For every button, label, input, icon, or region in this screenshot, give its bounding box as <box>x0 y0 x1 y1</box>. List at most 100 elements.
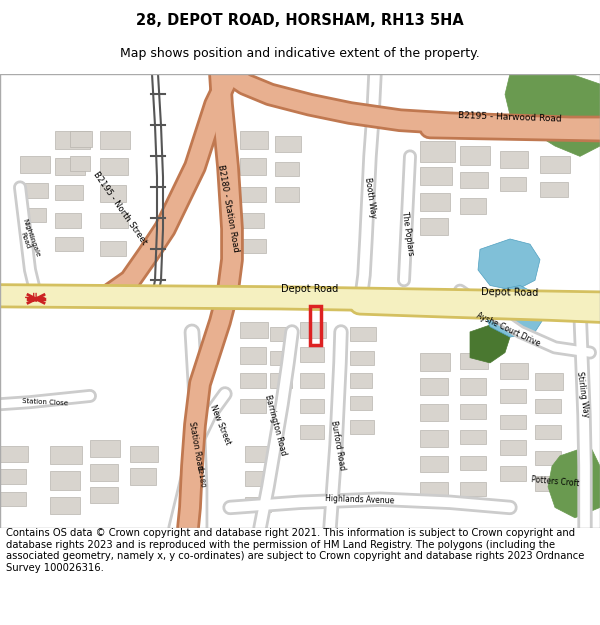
Polygon shape <box>90 464 118 481</box>
Polygon shape <box>70 131 92 147</box>
Polygon shape <box>500 441 526 455</box>
Text: Station Close: Station Close <box>22 398 68 406</box>
Polygon shape <box>460 404 486 419</box>
Text: Highlands Avenue: Highlands Avenue <box>325 494 395 505</box>
Polygon shape <box>20 208 46 222</box>
Polygon shape <box>270 327 294 341</box>
Text: Station Road: Station Road <box>187 421 205 471</box>
Polygon shape <box>420 378 448 395</box>
Text: Contains OS data © Crown copyright and database right 2021. This information is : Contains OS data © Crown copyright and d… <box>6 528 584 573</box>
Polygon shape <box>0 446 28 462</box>
Polygon shape <box>300 348 324 362</box>
Polygon shape <box>300 322 326 338</box>
Text: B2180: B2180 <box>195 465 205 488</box>
Text: New Street: New Street <box>208 404 232 446</box>
Polygon shape <box>55 213 81 228</box>
Polygon shape <box>275 188 299 202</box>
Polygon shape <box>535 451 561 465</box>
Text: The Poplars: The Poplars <box>400 211 416 256</box>
Polygon shape <box>100 158 128 175</box>
Bar <box>310 306 321 346</box>
Polygon shape <box>70 156 90 171</box>
Text: 28, DEPOT ROAD, HORSHAM, RH13 5HA: 28, DEPOT ROAD, HORSHAM, RH13 5HA <box>136 13 464 28</box>
Polygon shape <box>460 172 488 188</box>
Polygon shape <box>460 198 486 214</box>
Polygon shape <box>100 213 128 228</box>
Polygon shape <box>245 471 271 486</box>
Polygon shape <box>240 213 264 228</box>
Polygon shape <box>55 131 90 149</box>
Polygon shape <box>420 192 450 211</box>
Polygon shape <box>20 156 50 173</box>
Text: Stirling Way: Stirling Way <box>575 371 590 418</box>
Polygon shape <box>240 158 266 175</box>
Polygon shape <box>460 352 488 369</box>
Polygon shape <box>460 378 486 395</box>
Polygon shape <box>240 239 266 253</box>
Polygon shape <box>20 183 48 198</box>
Text: Depot Road: Depot Road <box>281 284 338 294</box>
Polygon shape <box>55 158 85 175</box>
Polygon shape <box>350 396 372 411</box>
Polygon shape <box>90 441 120 457</box>
Polygon shape <box>240 188 266 202</box>
Text: B2195 - North Street: B2195 - North Street <box>91 170 149 246</box>
Text: Ayshe Court Drive: Ayshe Court Drive <box>475 311 541 349</box>
Text: Potters Croft: Potters Croft <box>530 475 580 488</box>
Polygon shape <box>130 468 156 485</box>
Text: Burford Road: Burford Road <box>329 420 347 471</box>
Polygon shape <box>500 466 526 481</box>
Text: B2195 - Harwood Road: B2195 - Harwood Road <box>458 111 562 123</box>
Polygon shape <box>500 389 526 403</box>
Polygon shape <box>240 131 268 149</box>
Polygon shape <box>100 241 126 256</box>
Polygon shape <box>300 425 324 439</box>
Polygon shape <box>505 74 600 156</box>
Polygon shape <box>55 237 83 251</box>
Polygon shape <box>240 399 266 414</box>
Polygon shape <box>270 373 292 388</box>
Polygon shape <box>90 487 118 503</box>
Polygon shape <box>500 363 528 379</box>
Polygon shape <box>245 497 271 512</box>
Polygon shape <box>420 404 448 421</box>
Polygon shape <box>535 399 561 414</box>
Polygon shape <box>55 185 83 200</box>
Text: ⊣⊢: ⊣⊢ <box>23 292 46 306</box>
Polygon shape <box>535 476 561 491</box>
Polygon shape <box>420 352 450 371</box>
Polygon shape <box>420 167 452 185</box>
Polygon shape <box>130 446 158 462</box>
Polygon shape <box>500 414 526 429</box>
Polygon shape <box>350 420 374 434</box>
Polygon shape <box>420 456 448 472</box>
Polygon shape <box>460 482 486 496</box>
Polygon shape <box>420 430 448 446</box>
Polygon shape <box>500 151 528 168</box>
Text: Depot Road: Depot Road <box>481 287 539 298</box>
Polygon shape <box>540 156 570 173</box>
Polygon shape <box>240 348 266 364</box>
Polygon shape <box>460 430 486 444</box>
Polygon shape <box>548 446 600 518</box>
Polygon shape <box>100 131 130 149</box>
Text: Nightingale
Road: Nightingale Road <box>15 218 41 260</box>
Text: B2180 - Station Road: B2180 - Station Road <box>216 164 240 252</box>
Text: Map shows position and indicative extent of the property.: Map shows position and indicative extent… <box>120 47 480 59</box>
Polygon shape <box>420 218 448 235</box>
Polygon shape <box>270 351 292 365</box>
Polygon shape <box>535 373 563 390</box>
Polygon shape <box>460 456 486 470</box>
Polygon shape <box>470 322 510 363</box>
Polygon shape <box>0 492 26 506</box>
Polygon shape <box>300 373 324 388</box>
Polygon shape <box>535 425 561 439</box>
Polygon shape <box>240 322 268 338</box>
Polygon shape <box>483 286 545 337</box>
Polygon shape <box>240 373 266 388</box>
Text: Barrington Road: Barrington Road <box>263 394 287 456</box>
Polygon shape <box>420 482 448 498</box>
Polygon shape <box>350 327 376 341</box>
Polygon shape <box>420 141 455 161</box>
Polygon shape <box>275 161 299 176</box>
